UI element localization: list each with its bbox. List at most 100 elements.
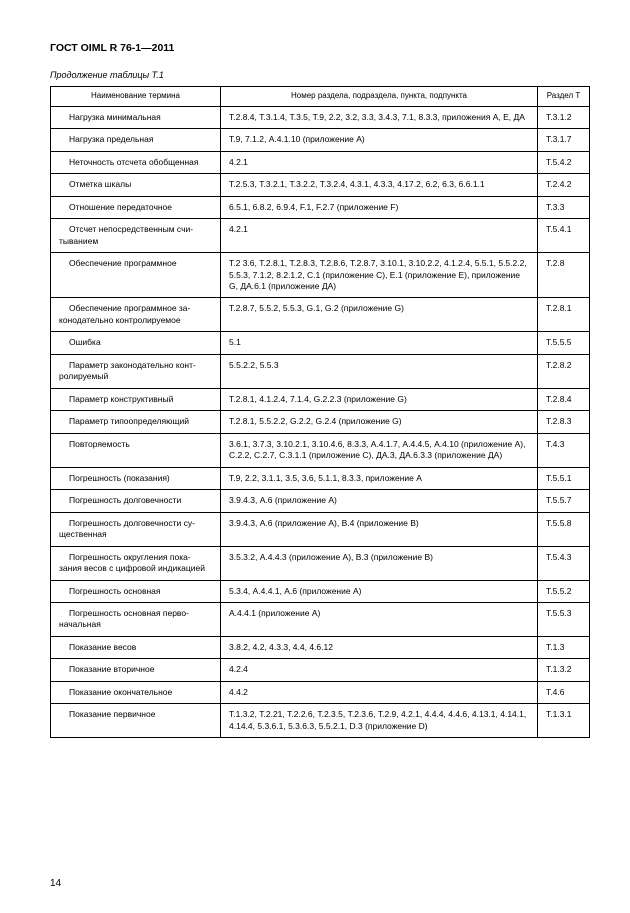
cell-term: Повторяемость	[51, 433, 221, 467]
cell-sec: Т.2.8.3	[538, 411, 590, 433]
table-row: Отсчет непосредственным счи-тыванием4.2.…	[51, 219, 590, 253]
cell-ref: 6.5.1, 6.8.2, 6.9.4, F.1, F.2.7 (приложе…	[221, 196, 538, 218]
table-row: Обеспечение программноеТ.2 3.6, Т.2.8.1,…	[51, 253, 590, 298]
cell-sec: Т.2.8.2	[538, 354, 590, 388]
cell-sec: Т.4.3	[538, 433, 590, 467]
table-row: Повторяемость3.6.1, 3.7.3, 3.10.2.1, 3.1…	[51, 433, 590, 467]
cell-ref: 3.9.4.3, А.6 (приложение А), В.4 (прилож…	[221, 512, 538, 546]
cell-sec: Т.1.3.1	[538, 704, 590, 738]
table-header-row: Наименование термина Номер раздела, подр…	[51, 87, 590, 107]
table-row: Параметр законодательно конт-ролируемый5…	[51, 354, 590, 388]
cell-sec: Т.2.8.1	[538, 298, 590, 332]
cell-sec: Т.5.5.7	[538, 490, 590, 512]
table-row: Показание весов3.8.2, 4.2, 4.3.3, 4.4, 4…	[51, 636, 590, 658]
table-row: Погрешность долговечности су-щественная3…	[51, 512, 590, 546]
cell-ref: 4.4.2	[221, 681, 538, 703]
cell-ref: Т.1.3.2, Т.2.21, Т.2.2.6, Т.2.3.5, Т.2.3…	[221, 704, 538, 738]
cell-term: Показание первичное	[51, 704, 221, 738]
cell-term: Показание весов	[51, 636, 221, 658]
cell-term: Отношение передаточное	[51, 196, 221, 218]
table-row: Неточность отсчета обобщенная4.2.1Т.5.4.…	[51, 151, 590, 173]
cell-ref: Т.2.8.1, 5.5.2.2, G.2.2, G.2.4 (приложен…	[221, 411, 538, 433]
table-row: Ошибка5.1Т.5.5.5	[51, 332, 590, 354]
cell-ref: 3.5.3.2, А.4.4.3 (приложение А), В.3 (пр…	[221, 546, 538, 580]
index-table: Наименование термина Номер раздела, подр…	[50, 86, 590, 738]
cell-ref: 4.2.4	[221, 659, 538, 681]
cell-ref: 4.2.1	[221, 151, 538, 173]
table-row: Погрешность основная перво-начальнаяА.4.…	[51, 602, 590, 636]
cell-term: Погрешность (показания)	[51, 467, 221, 489]
cell-sec: Т.5.5.5	[538, 332, 590, 354]
cell-term: Погрешность долговечности су-щественная	[51, 512, 221, 546]
cell-term: Нагрузка минимальная	[51, 106, 221, 128]
cell-term: Показание вторичное	[51, 659, 221, 681]
table-row: Погрешность (показания)Т.9, 2.2, 3.1.1, …	[51, 467, 590, 489]
cell-sec: Т.3.3	[538, 196, 590, 218]
header-sec: Раздел Т	[538, 87, 590, 107]
cell-sec: Т.5.5.3	[538, 602, 590, 636]
cell-sec: Т.3.1.2	[538, 106, 590, 128]
cell-ref: А.4.4.1 (приложение А)	[221, 602, 538, 636]
table-row: Показание первичноеТ.1.3.2, Т.2.21, Т.2.…	[51, 704, 590, 738]
cell-sec: Т.5.5.2	[538, 580, 590, 602]
cell-sec: Т.2.8	[538, 253, 590, 298]
cell-ref: Т.2.8.1, 4.1.2.4, 7.1.4, G.2.2.3 (прилож…	[221, 388, 538, 410]
page-number: 14	[50, 878, 61, 889]
cell-term: Отсчет непосредственным счи-тыванием	[51, 219, 221, 253]
cell-term: Ошибка	[51, 332, 221, 354]
table-row: Нагрузка минимальнаяТ.2.8.4, Т.3.1.4, Т.…	[51, 106, 590, 128]
cell-term: Погрешность основная	[51, 580, 221, 602]
cell-sec: Т.4.6	[538, 681, 590, 703]
cell-term: Параметр типоопределяющий	[51, 411, 221, 433]
cell-ref: 4.2.1	[221, 219, 538, 253]
cell-term: Погрешность округления пока-зания весов …	[51, 546, 221, 580]
cell-sec: Т.1.3.2	[538, 659, 590, 681]
cell-ref: 5.5.2.2, 5.5.3	[221, 354, 538, 388]
table-caption: Продолжение таблицы Т.1	[50, 70, 590, 80]
table-row: Отметка шкалыТ.2.5.3, Т.3.2.1, Т.3.2.2, …	[51, 174, 590, 196]
cell-ref: 3.8.2, 4.2, 4.3.3, 4.4, 4.6.12	[221, 636, 538, 658]
table-row: Погрешность основная5.3.4, А.4.4.1, А.6 …	[51, 580, 590, 602]
cell-ref: 5.3.4, А.4.4.1, А.6 (приложение А)	[221, 580, 538, 602]
table-row: Параметр конструктивныйТ.2.8.1, 4.1.2.4,…	[51, 388, 590, 410]
table-row: Отношение передаточное6.5.1, 6.8.2, 6.9.…	[51, 196, 590, 218]
table-row: Погрешность долговечности3.9.4.3, А.6 (п…	[51, 490, 590, 512]
table-row: Показание окончательное4.4.2Т.4.6	[51, 681, 590, 703]
cell-term: Нагрузка предельная	[51, 129, 221, 151]
cell-sec: Т.5.4.2	[538, 151, 590, 173]
cell-sec: Т.2.8.4	[538, 388, 590, 410]
cell-sec: Т.5.5.1	[538, 467, 590, 489]
cell-sec: Т.5.4.1	[538, 219, 590, 253]
table-row: Погрешность округления пока-зания весов …	[51, 546, 590, 580]
cell-term: Показание окончательное	[51, 681, 221, 703]
cell-term: Погрешность основная перво-начальная	[51, 602, 221, 636]
table-row: Параметр типоопределяющийТ.2.8.1, 5.5.2.…	[51, 411, 590, 433]
cell-sec: Т.5.4.3	[538, 546, 590, 580]
cell-ref: 3.6.1, 3.7.3, 3.10.2.1, 3.10.4.6, 8.3.3,…	[221, 433, 538, 467]
table-row: Показание вторичное4.2.4Т.1.3.2	[51, 659, 590, 681]
cell-ref: Т.9, 2.2, 3.1.1, 3.5, 3.6, 5.1.1, 8.3.3,…	[221, 467, 538, 489]
cell-sec: Т.5.5.8	[538, 512, 590, 546]
header-term: Наименование термина	[51, 87, 221, 107]
cell-term: Погрешность долговечности	[51, 490, 221, 512]
cell-ref: Т.2.8.7, 5.5.2, 5.5.3, G.1, G.2 (приложе…	[221, 298, 538, 332]
cell-sec: Т.3.1.7	[538, 129, 590, 151]
cell-term: Отметка шкалы	[51, 174, 221, 196]
cell-term: Неточность отсчета обобщенная	[51, 151, 221, 173]
cell-ref: Т.2.5.3, Т.3.2.1, Т.3.2.2, Т.3.2.4, 4.3.…	[221, 174, 538, 196]
cell-ref: 3.9.4.3, А.6 (приложение А)	[221, 490, 538, 512]
table-row: Обеспечение программное за-конодательно …	[51, 298, 590, 332]
cell-ref: 5.1	[221, 332, 538, 354]
cell-ref: Т.2.8.4, Т.3.1.4, Т.3.5, Т.9, 2.2, 3.2, …	[221, 106, 538, 128]
cell-ref: Т.9, 7.1.2, А.4.1.10 (приложение А)	[221, 129, 538, 151]
cell-term: Параметр конструктивный	[51, 388, 221, 410]
cell-term: Обеспечение программное за-конодательно …	[51, 298, 221, 332]
cell-sec: Т.2.4.2	[538, 174, 590, 196]
cell-sec: Т.1.3	[538, 636, 590, 658]
cell-ref: Т.2 3.6, Т.2.8.1, Т.2.8.3, Т.2.8.6, Т.2.…	[221, 253, 538, 298]
cell-term: Параметр законодательно конт-ролируемый	[51, 354, 221, 388]
table-row: Нагрузка предельнаяТ.9, 7.1.2, А.4.1.10 …	[51, 129, 590, 151]
doc-title: ГОСТ OIML R 76-1—2011	[50, 42, 590, 54]
cell-term: Обеспечение программное	[51, 253, 221, 298]
header-ref: Номер раздела, подраздела, пункта, подпу…	[221, 87, 538, 107]
